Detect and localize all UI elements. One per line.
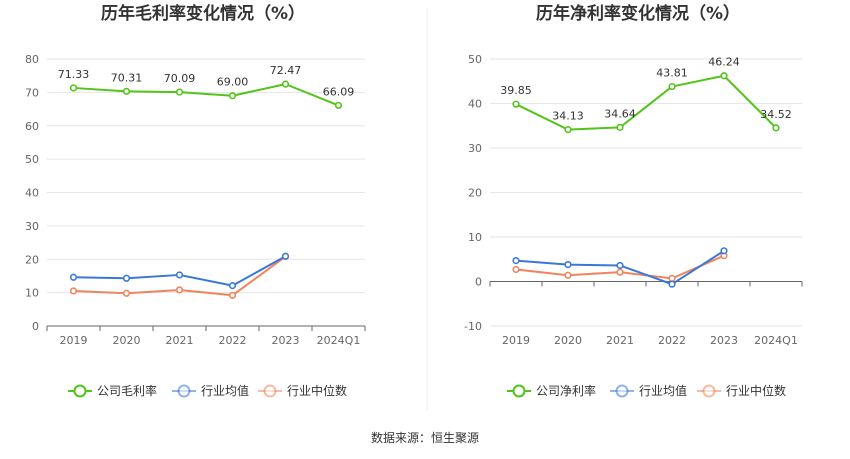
legend-label: 行业中位数	[726, 383, 786, 398]
data-point	[228, 92, 237, 100]
source-note: 数据来源：恒生聚源	[370, 431, 479, 445]
data-point	[616, 261, 624, 270]
y-tick-label: 20	[25, 253, 39, 266]
y-tick-label: -10	[464, 320, 482, 333]
y-tick-label: 70	[25, 86, 39, 99]
legend-marker	[73, 384, 87, 398]
legend-label: 公司毛利率	[97, 383, 157, 398]
y-tick-label: 50	[468, 53, 482, 66]
x-tick-label: 2024Q1	[317, 334, 361, 347]
data-label: 72.47	[270, 64, 302, 77]
y-tick-label: 30	[25, 220, 39, 233]
y-tick-label: 0	[32, 320, 39, 333]
data-label: 34.64	[604, 107, 636, 120]
x-tick-label: 2019	[60, 334, 88, 347]
data-point	[69, 287, 78, 295]
legend-label: 公司净利率	[536, 383, 596, 398]
series-line	[73, 83, 339, 107]
y-tick-label: 0	[475, 276, 482, 289]
y-tick-label: 50	[25, 153, 39, 166]
y-tick-label: 60	[25, 120, 39, 133]
series-line	[73, 255, 286, 287]
data-point	[69, 84, 78, 92]
data-point	[564, 260, 572, 269]
data-label: 70.31	[111, 71, 143, 84]
legend-label: 行业中位数	[287, 383, 347, 398]
series-line	[515, 74, 777, 131]
data-point	[228, 291, 237, 299]
data-label: 71.33	[58, 68, 90, 81]
legend-marker	[263, 384, 277, 398]
y-tick-label: 10	[468, 231, 482, 244]
data-point	[616, 268, 624, 276]
data-point	[720, 247, 728, 255]
x-tick-label: 2021	[606, 334, 634, 347]
data-point	[564, 271, 572, 279]
x-tick-label: 2020	[113, 334, 141, 347]
y-tick-label: 30	[468, 142, 482, 155]
y-tick-label: 80	[25, 53, 39, 66]
x-tick-label: 2023	[710, 334, 738, 347]
x-tick-label: 2022	[219, 334, 247, 347]
data-point	[668, 274, 676, 282]
data-point	[175, 88, 184, 96]
data-point	[122, 274, 131, 282]
x-tick-label: 2021	[166, 334, 194, 347]
y-tick-label: 20	[468, 187, 482, 200]
x-tick-label: 2024Q1	[754, 334, 798, 347]
data-point	[772, 124, 780, 132]
data-point	[668, 82, 676, 91]
data-point	[512, 100, 520, 108]
x-tick-label: 2022	[658, 334, 686, 347]
data-point	[175, 271, 184, 279]
x-tick-label: 2020	[554, 334, 582, 347]
chart-title: 历年净利率变化情况（%）	[536, 3, 740, 24]
data-label: 34.52	[760, 108, 792, 121]
legend-label: 行业均值	[639, 383, 687, 398]
data-point	[122, 289, 131, 297]
data-label: 69.00	[217, 76, 249, 89]
data-point	[512, 265, 520, 274]
data-point	[122, 87, 131, 95]
net-margin-chart: 历年净利率变化情况（%） -10 0 10 20 30 40 50 2019 2020 2021 2…	[464, 3, 803, 398]
data-label: 46.24	[708, 56, 740, 69]
data-label: 70.09	[164, 72, 196, 85]
data-point	[281, 80, 290, 88]
data-point	[564, 126, 572, 134]
data-label: 43.81	[656, 67, 688, 80]
data-point	[720, 72, 728, 80]
legend-marker	[512, 384, 526, 398]
data-label: 34.13	[552, 110, 584, 123]
data-point	[616, 123, 624, 131]
data-point	[281, 252, 290, 260]
data-label: 66.09	[323, 85, 355, 98]
data-point	[334, 101, 343, 110]
data-point	[69, 273, 78, 281]
data-label: 39.85	[500, 84, 532, 97]
data-point	[175, 286, 184, 294]
legend-marker	[177, 384, 191, 398]
data-point	[668, 280, 676, 288]
chart-title: 历年毛利率变化情况（%）	[101, 3, 305, 24]
y-tick-label: 40	[468, 98, 482, 111]
x-tick-label: 2023	[272, 334, 300, 347]
y-tick-label: 10	[25, 287, 39, 300]
gross-margin-chart: 历年毛利率变化情况（%） 0 10 20 30 40 50 60 70 80 2019 2020 20…	[25, 3, 366, 398]
legend-marker	[702, 384, 716, 398]
y-tick-label: 40	[25, 187, 39, 200]
data-point	[512, 256, 520, 265]
legend-marker	[615, 384, 629, 398]
data-point	[228, 282, 237, 290]
x-tick-label: 2019	[502, 334, 530, 347]
legend-label: 行业均值	[201, 383, 249, 398]
